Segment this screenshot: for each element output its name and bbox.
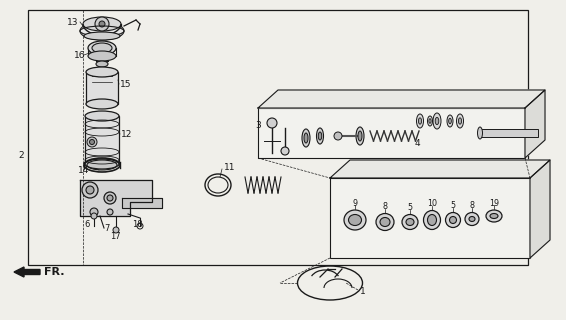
Circle shape xyxy=(95,17,109,31)
Text: FR.: FR. xyxy=(44,267,65,277)
Ellipse shape xyxy=(88,51,116,61)
Bar xyxy=(28,10,528,265)
Bar xyxy=(86,72,118,104)
Ellipse shape xyxy=(281,147,289,155)
Ellipse shape xyxy=(86,99,118,109)
Bar xyxy=(480,129,538,137)
Text: 5: 5 xyxy=(451,201,456,210)
Ellipse shape xyxy=(86,67,118,77)
Ellipse shape xyxy=(435,117,439,124)
Text: 2: 2 xyxy=(18,150,24,159)
Ellipse shape xyxy=(349,214,362,226)
Ellipse shape xyxy=(449,118,451,124)
Circle shape xyxy=(82,182,98,198)
FancyArrow shape xyxy=(14,267,40,277)
Polygon shape xyxy=(258,90,545,108)
Ellipse shape xyxy=(490,213,498,219)
Text: 14: 14 xyxy=(78,165,89,174)
Text: 12: 12 xyxy=(121,130,132,139)
Circle shape xyxy=(104,192,116,204)
Ellipse shape xyxy=(423,211,440,229)
Text: 9: 9 xyxy=(353,198,358,207)
Text: 5: 5 xyxy=(408,203,413,212)
Text: 17: 17 xyxy=(110,231,121,241)
Ellipse shape xyxy=(427,214,436,226)
Bar xyxy=(258,108,525,158)
Ellipse shape xyxy=(478,127,482,139)
Text: 7: 7 xyxy=(104,223,109,233)
Text: 18: 18 xyxy=(132,220,143,228)
Circle shape xyxy=(86,186,94,194)
Text: 11: 11 xyxy=(224,163,235,172)
Text: 6: 6 xyxy=(84,220,89,228)
Circle shape xyxy=(87,137,97,147)
Ellipse shape xyxy=(80,22,124,40)
Ellipse shape xyxy=(418,118,422,124)
Ellipse shape xyxy=(380,218,390,227)
Ellipse shape xyxy=(469,217,475,221)
Ellipse shape xyxy=(433,113,441,129)
Ellipse shape xyxy=(304,133,308,143)
Ellipse shape xyxy=(84,32,120,40)
Ellipse shape xyxy=(88,41,116,55)
Text: 10: 10 xyxy=(427,199,437,208)
Text: 8: 8 xyxy=(470,201,474,210)
Circle shape xyxy=(90,208,98,216)
Text: 19: 19 xyxy=(489,198,499,207)
Text: 4: 4 xyxy=(415,139,421,148)
Text: 15: 15 xyxy=(120,79,131,89)
Ellipse shape xyxy=(85,159,119,169)
Ellipse shape xyxy=(356,127,364,145)
Ellipse shape xyxy=(358,131,362,141)
Text: 13: 13 xyxy=(67,18,79,27)
Polygon shape xyxy=(122,198,162,208)
Ellipse shape xyxy=(96,61,108,67)
Ellipse shape xyxy=(465,212,479,226)
Ellipse shape xyxy=(302,129,310,147)
Ellipse shape xyxy=(427,116,432,126)
Bar xyxy=(330,178,530,258)
Circle shape xyxy=(107,209,113,215)
Polygon shape xyxy=(525,90,545,158)
Ellipse shape xyxy=(376,213,394,230)
Ellipse shape xyxy=(457,114,464,128)
Ellipse shape xyxy=(445,212,461,228)
Bar xyxy=(85,116,119,164)
Ellipse shape xyxy=(429,119,431,123)
Ellipse shape xyxy=(267,118,277,128)
Polygon shape xyxy=(530,160,550,258)
Ellipse shape xyxy=(447,115,453,127)
Ellipse shape xyxy=(316,128,324,144)
Ellipse shape xyxy=(449,217,457,223)
Ellipse shape xyxy=(417,114,423,128)
Polygon shape xyxy=(330,160,550,178)
Polygon shape xyxy=(80,180,152,216)
Ellipse shape xyxy=(344,210,366,230)
Text: 16: 16 xyxy=(74,51,85,60)
Circle shape xyxy=(107,195,113,201)
Ellipse shape xyxy=(92,43,112,53)
Ellipse shape xyxy=(458,118,462,124)
Ellipse shape xyxy=(406,219,414,226)
Circle shape xyxy=(113,227,119,233)
Ellipse shape xyxy=(318,132,321,140)
Circle shape xyxy=(91,213,97,219)
Ellipse shape xyxy=(83,17,121,31)
Text: 3: 3 xyxy=(255,121,261,130)
Text: 8: 8 xyxy=(383,202,388,211)
Ellipse shape xyxy=(486,210,502,222)
Circle shape xyxy=(89,140,95,145)
Circle shape xyxy=(99,21,105,27)
Circle shape xyxy=(334,132,342,140)
Text: 1: 1 xyxy=(360,287,366,297)
Ellipse shape xyxy=(402,214,418,229)
Ellipse shape xyxy=(85,111,119,121)
